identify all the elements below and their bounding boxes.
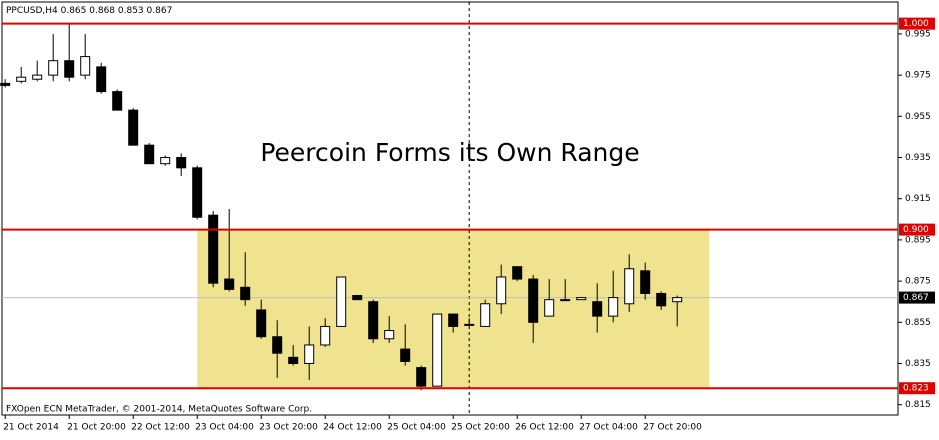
header-high: 0.868 bbox=[89, 6, 115, 16]
candle-body bbox=[592, 301, 603, 317]
candle-body bbox=[656, 292, 667, 307]
candle-body bbox=[112, 91, 123, 111]
x-tick-label: 21 Oct 20:00 bbox=[67, 423, 126, 433]
background-layer bbox=[2, 2, 898, 415]
candle-body bbox=[80, 56, 91, 76]
candle-body bbox=[144, 144, 155, 165]
candle-body bbox=[544, 299, 555, 317]
x-tick-label: 27 Oct 20:00 bbox=[643, 423, 702, 433]
candle-body bbox=[624, 268, 635, 305]
candle-body bbox=[64, 60, 75, 78]
candle-body bbox=[32, 74, 43, 80]
candle-body bbox=[528, 278, 539, 323]
candle-body bbox=[128, 109, 139, 146]
level-label: 0.900 bbox=[903, 225, 929, 235]
candle-body bbox=[16, 76, 27, 82]
foreground-layer: 0.815 0.835 0.855 0.875 0.895 0.915 0.935 0.955… bbox=[0, 17, 935, 433]
level-label: 0.823 bbox=[903, 384, 929, 394]
candle-body bbox=[352, 295, 363, 301]
x-tick-label: 26 Oct 12:00 bbox=[515, 423, 574, 433]
candle-body bbox=[480, 303, 491, 327]
candle-body bbox=[208, 214, 219, 284]
candle-body bbox=[48, 60, 59, 76]
candle-body bbox=[272, 336, 283, 354]
candle-body bbox=[512, 266, 523, 280]
y-tick-label: 0.895 bbox=[905, 235, 931, 245]
y-tick-label: 0.995 bbox=[905, 29, 931, 39]
header-open: 0.865 bbox=[61, 6, 87, 16]
candle-body bbox=[576, 297, 587, 301]
x-tick-label: 23 Oct 20:00 bbox=[259, 423, 318, 433]
header-close: 0.867 bbox=[147, 6, 173, 16]
header: PPCUSD,H4 0.865 0.868 0.853 0.867 bbox=[6, 6, 172, 16]
y-tick-label: 0.855 bbox=[905, 318, 931, 328]
candle-body bbox=[0, 82, 11, 86]
candle-body bbox=[176, 157, 187, 169]
candle-body bbox=[192, 167, 203, 218]
y-tick-label: 0.935 bbox=[905, 153, 931, 163]
y-tick-label: 0.975 bbox=[905, 71, 931, 81]
candle-body bbox=[416, 367, 427, 387]
candle-body bbox=[160, 157, 171, 165]
y-tick-label: 0.815 bbox=[905, 400, 931, 410]
candle-body bbox=[672, 297, 683, 303]
y-tick-label: 0.915 bbox=[905, 194, 931, 204]
chart-title: Peercoin Forms its Own Range bbox=[260, 138, 639, 167]
level-label-box bbox=[899, 223, 935, 236]
current-price-box bbox=[899, 291, 935, 304]
candle-body bbox=[256, 309, 267, 338]
candle-body bbox=[448, 313, 459, 327]
y-tick-label: 0.875 bbox=[905, 277, 931, 287]
footer: FXOpen ECN MetaTrader, © 2001-2014, Meta… bbox=[6, 405, 312, 415]
x-tick-label: 25 Oct 04:00 bbox=[387, 423, 446, 433]
candle-body bbox=[320, 325, 331, 346]
candle-body bbox=[384, 330, 395, 340]
candle-body bbox=[608, 297, 619, 317]
candle-body bbox=[336, 276, 347, 327]
header-low: 0.853 bbox=[118, 6, 144, 16]
candle-body bbox=[368, 301, 379, 340]
candle-body bbox=[240, 286, 251, 301]
candle-body bbox=[464, 323, 475, 326]
candle-body bbox=[96, 66, 107, 93]
x-tick-label: 23 Oct 04:00 bbox=[195, 423, 254, 433]
y-tick-label: 0.955 bbox=[905, 112, 931, 122]
y-tick-label: 0.835 bbox=[905, 359, 931, 369]
x-tick-label: 25 Oct 20:00 bbox=[451, 423, 510, 433]
candle-body bbox=[640, 270, 651, 294]
level-label-box bbox=[899, 17, 935, 30]
candle-body bbox=[560, 299, 571, 302]
candle-body bbox=[224, 278, 235, 290]
symbol: PPCUSD,H4 bbox=[6, 6, 58, 16]
candle-body bbox=[304, 344, 315, 365]
candle-body bbox=[496, 276, 507, 305]
range-box bbox=[197, 229, 710, 389]
candle-body bbox=[288, 356, 299, 365]
x-tick-label: 24 Oct 12:00 bbox=[323, 423, 382, 433]
current-price-label: 0.867 bbox=[903, 293, 929, 303]
x-tick-label: 22 Oct 12:00 bbox=[131, 423, 190, 433]
x-tick-label: 21 Oct 2014 bbox=[3, 423, 59, 433]
level-label: 1.000 bbox=[903, 19, 929, 29]
level-label-box bbox=[899, 382, 935, 395]
x-tick-label: 27 Oct 04:00 bbox=[579, 423, 638, 433]
candle-body bbox=[400, 348, 411, 362]
candle-body bbox=[432, 313, 443, 387]
